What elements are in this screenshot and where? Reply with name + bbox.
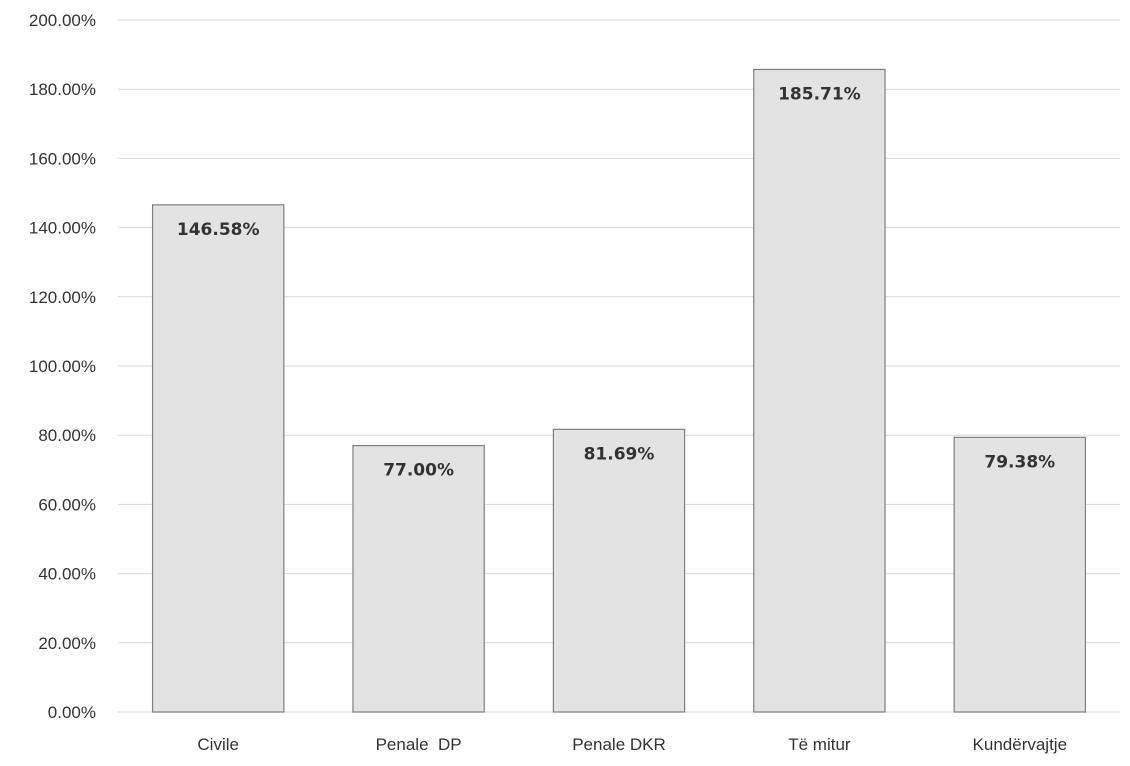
x-category-label: Të mitur — [788, 735, 851, 754]
x-category-label: Penale DKR — [572, 735, 666, 754]
y-tick-label: 160.00% — [29, 149, 96, 168]
y-tick-label: 120.00% — [29, 288, 96, 307]
bar — [151, 204, 285, 713]
data-label: 146.58% — [177, 220, 260, 240]
x-axis-category-labels: Civile Penale DP Penale DKR Të mitur Kundërv… — [197, 735, 1067, 754]
bar — [953, 436, 1087, 713]
y-tick-label: 100.00% — [29, 357, 96, 376]
data-label: 79.38% — [984, 452, 1055, 472]
y-tick-label: 140.00% — [29, 219, 96, 238]
bars — [151, 68, 1087, 713]
data-label: 81.69% — [584, 444, 655, 464]
x-category-label: Civile — [197, 735, 239, 754]
x-category-label: Penale DP — [376, 735, 462, 754]
data-labels: 146.58% 77.00% 81.69% 185.71% 79.38% — [177, 84, 1055, 480]
bar — [753, 68, 886, 713]
y-tick-label: 0.00% — [48, 703, 96, 722]
data-label: 77.00% — [383, 461, 454, 481]
y-tick-label: 60.00% — [38, 495, 96, 514]
data-label: 185.71% — [778, 84, 861, 104]
x-category-label: Kundërvajtje — [973, 735, 1068, 754]
bar — [552, 428, 686, 713]
y-tick-label: 20.00% — [38, 634, 96, 653]
y-tick-label: 200.00% — [29, 11, 96, 30]
y-axis-tick-labels: 0.00% 20.00% 40.00% 60.00% 80.00% 100.00% 120.… — [29, 11, 96, 722]
y-tick-label: 80.00% — [38, 426, 96, 445]
y-tick-label: 180.00% — [29, 80, 96, 99]
y-tick-label: 40.00% — [38, 565, 96, 584]
bar — [352, 444, 485, 713]
